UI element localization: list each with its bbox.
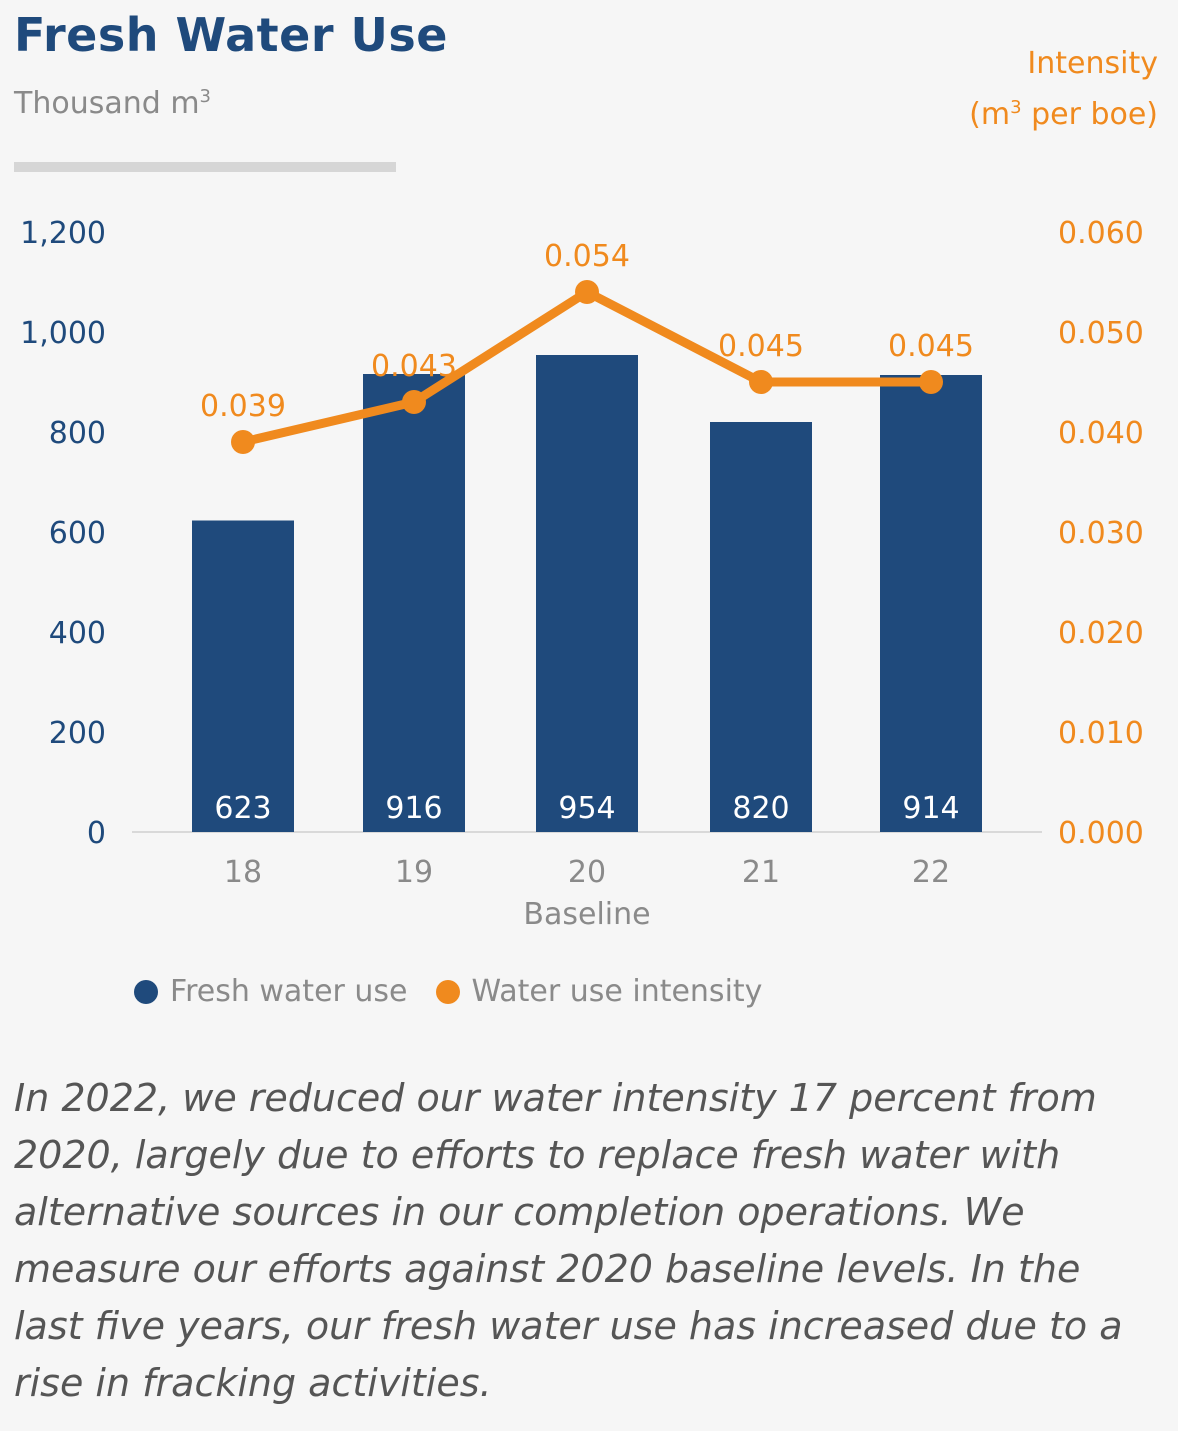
combo-chart: 0 200 400 600 800 1,000 1,200 0.000 0.010 0.020 0.… (20, 216, 1144, 932)
intensity-value-label: 0.054 (544, 239, 630, 274)
bar (880, 375, 982, 832)
bar-value-label: 820 (732, 791, 789, 826)
bar-value-label: 914 (902, 791, 959, 826)
left-axis-unit: Thousand m3 (14, 86, 211, 121)
x-tick-label: 20 (568, 855, 606, 890)
right-axis-title: Intensity (m3 per boe) (969, 42, 1158, 137)
intensity-value-label: 0.039 (200, 389, 286, 424)
right-tick-label: 0.000 (1058, 816, 1144, 851)
left-tick-label: 1,200 (20, 216, 106, 251)
bar (192, 520, 294, 832)
right-axis-title-line2: (m3 per boe) (969, 86, 1158, 137)
chart-title: Fresh Water Use (14, 8, 448, 62)
legend-bar-dot (134, 979, 158, 1004)
x-tick-sublabel: Baseline (523, 897, 650, 932)
right-tick-label: 0.050 (1058, 316, 1144, 351)
bar (363, 374, 465, 832)
intensity-point (575, 280, 599, 304)
left-tick-label: 200 (49, 716, 106, 751)
caption-text: In 2022, we reduced our water intensity … (14, 1076, 1123, 1405)
legend-line-dot (435, 979, 460, 1004)
intensity-point (919, 370, 943, 394)
right-tick-label: 0.040 (1058, 416, 1144, 451)
bar-value-label: 916 (385, 791, 442, 826)
right-axis-unit-post: per boe) (1021, 97, 1158, 132)
legend: Fresh water use Water use intensity (134, 974, 790, 1009)
right-tick-label: 0.060 (1058, 216, 1144, 251)
left-axis-unit-text: Thousand m (14, 86, 200, 121)
bar-value-label: 954 (558, 791, 615, 826)
right-tick-label: 0.020 (1058, 616, 1144, 651)
x-tick-label: 18 (224, 855, 262, 890)
legend-line-label: Water use intensity (471, 974, 763, 1009)
x-tick-label: 19 (395, 855, 433, 890)
legend-item-line: Water use intensity (435, 974, 763, 1009)
bar (710, 422, 812, 832)
right-axis-unit-pre: (m (969, 97, 1011, 132)
intensity-point (749, 370, 773, 394)
right-axis-title-line1: Intensity (1027, 46, 1158, 81)
right-tick-label: 0.030 (1058, 516, 1144, 551)
left-tick-label: 800 (49, 416, 106, 451)
legend-item-bar: Fresh water use (134, 974, 408, 1009)
intensity-value-label: 0.045 (718, 329, 804, 364)
bar-value-label: 623 (214, 791, 271, 826)
left-axis-unit-sup: 3 (199, 86, 211, 107)
intensity-point (402, 390, 426, 414)
intensity-value-label: 0.043 (371, 349, 457, 384)
left-tick-label: 1,000 (20, 316, 106, 351)
intensity-value-label: 0.045 (888, 329, 974, 364)
title-underline (14, 162, 396, 172)
bar (536, 355, 638, 832)
left-tick-label: 600 (49, 516, 106, 551)
right-axis-unit-sup: 3 (1010, 97, 1022, 118)
right-tick-label: 0.010 (1058, 716, 1144, 751)
x-tick-label: 22 (912, 855, 950, 890)
legend-bar-label: Fresh water use (170, 974, 408, 1009)
intensity-point (231, 430, 255, 454)
x-tick-label: 21 (742, 855, 780, 890)
left-tick-label: 400 (49, 616, 106, 651)
left-tick-label: 0 (87, 816, 106, 851)
